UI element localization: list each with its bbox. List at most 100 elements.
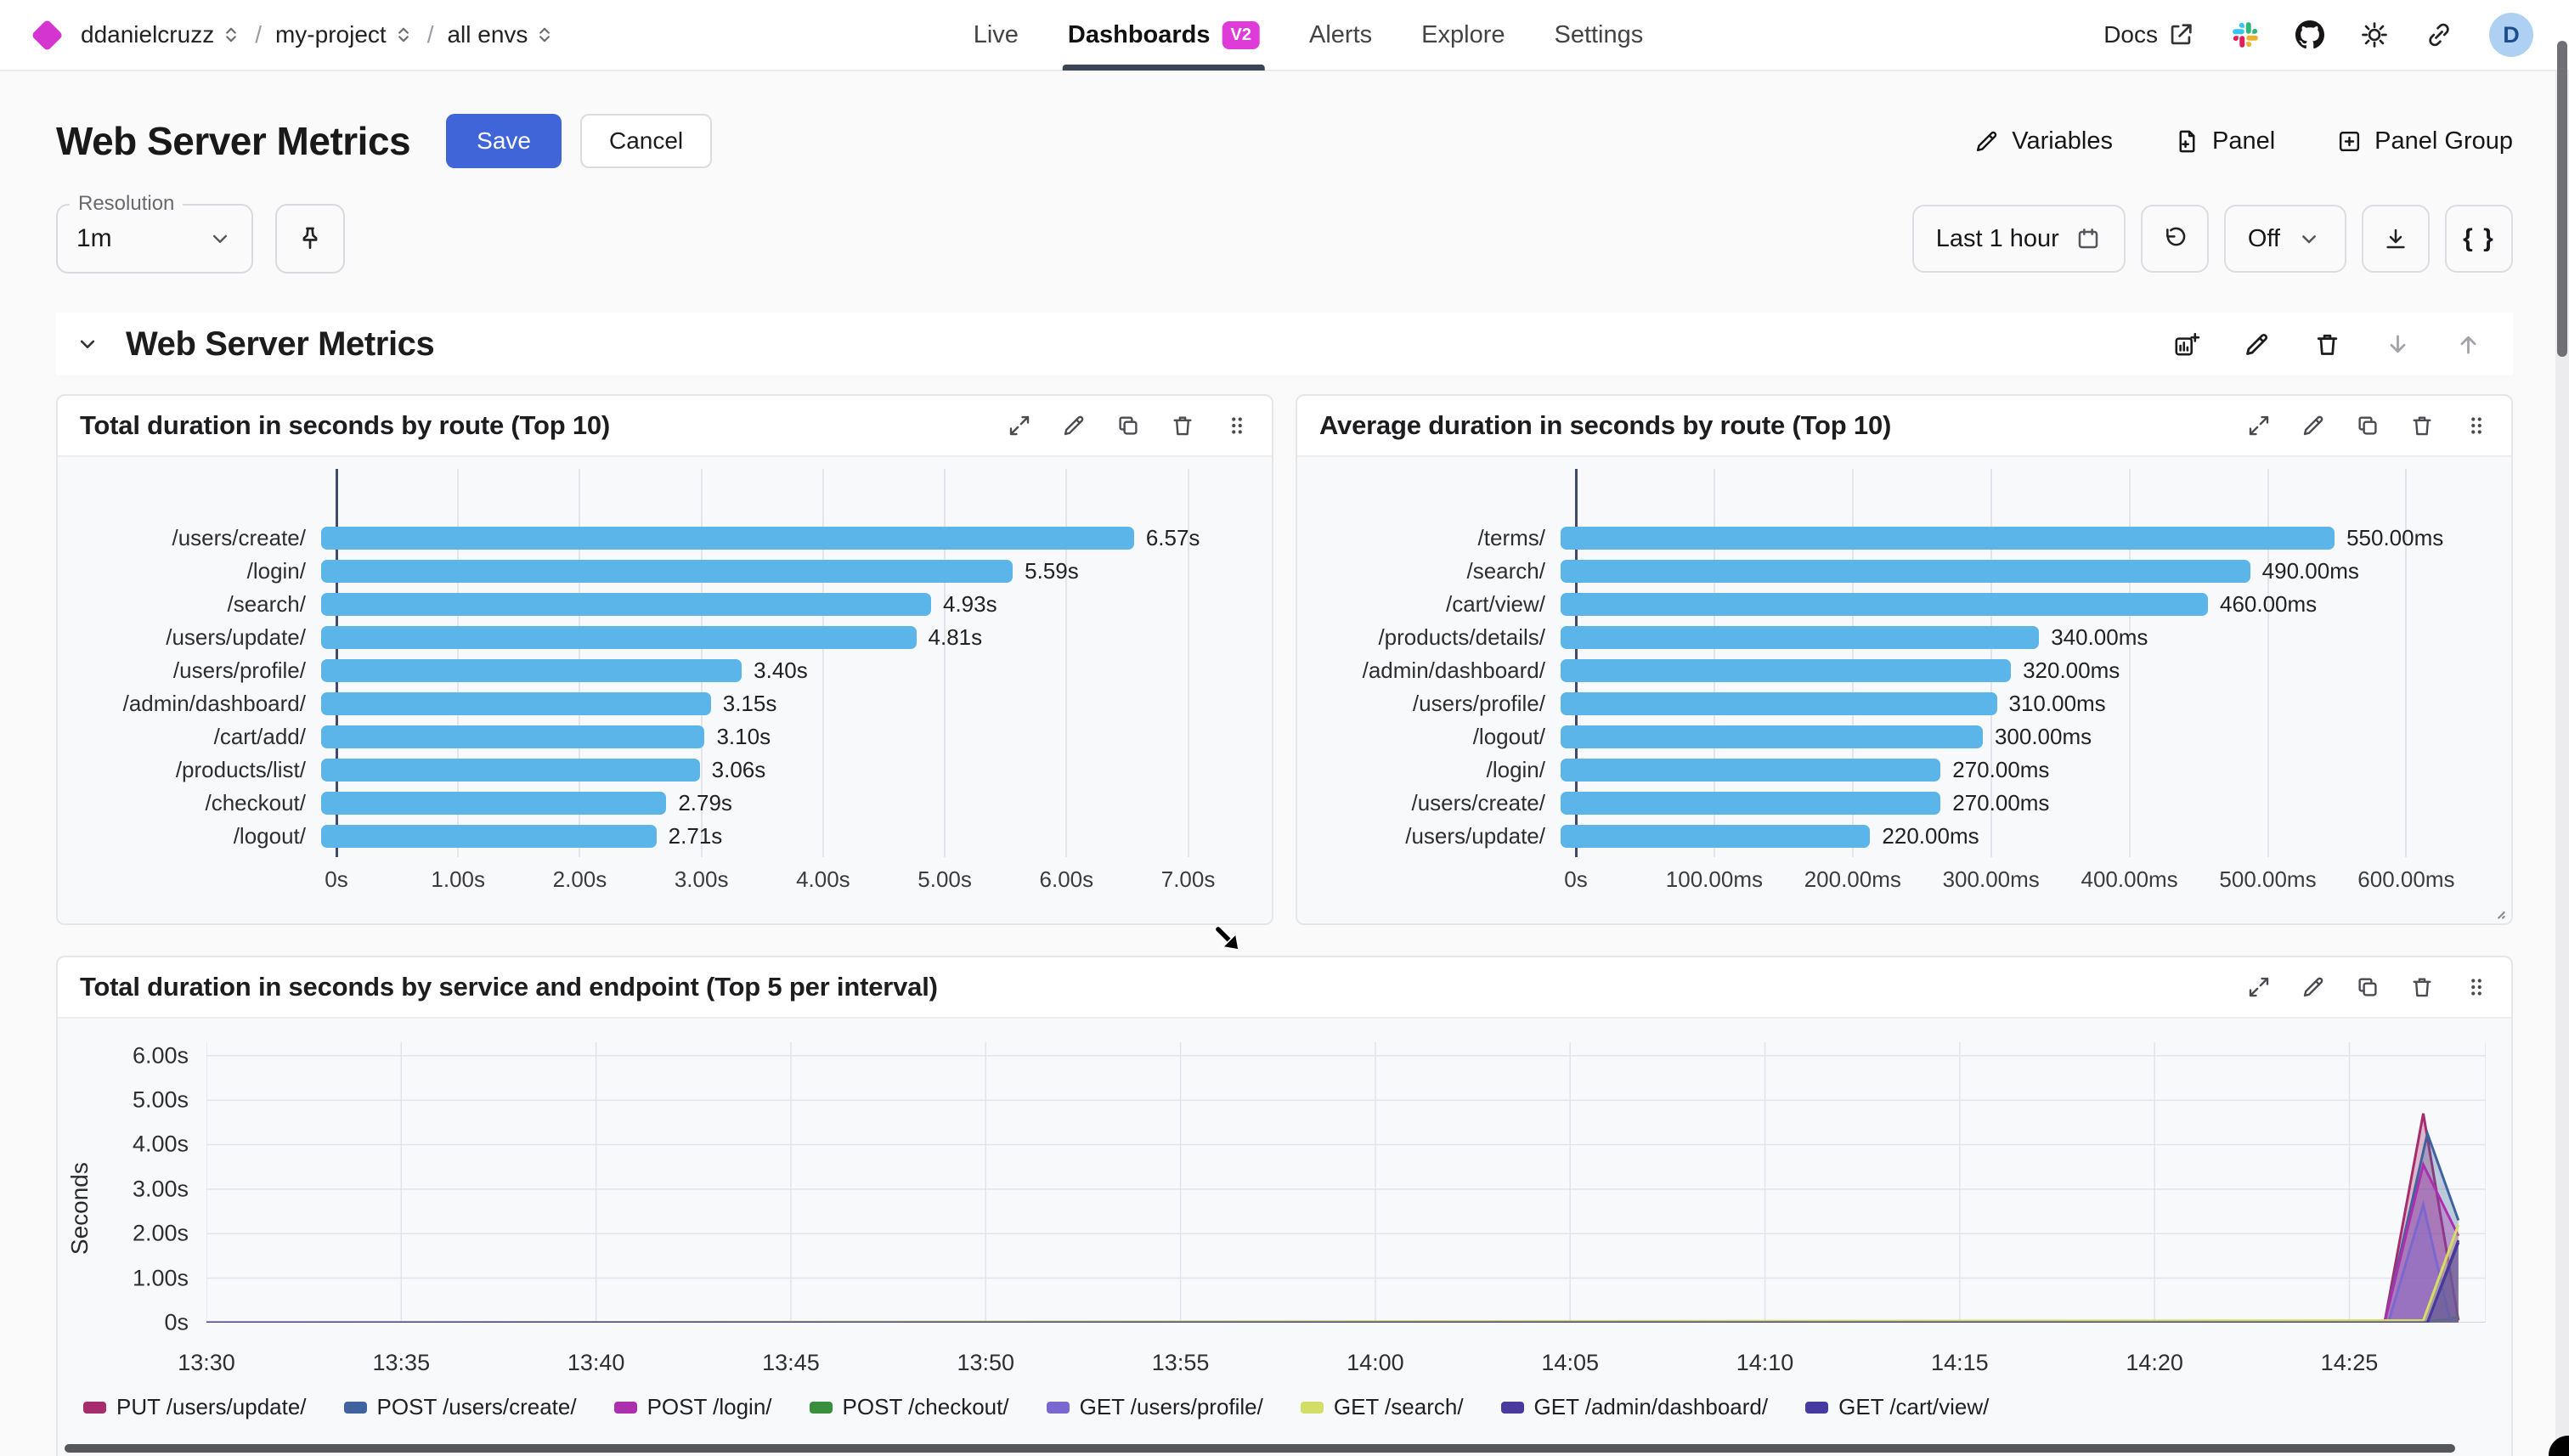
add-panel-group-button[interactable]: Panel Group — [2336, 127, 2513, 155]
time-range-button[interactable]: Last 1 hour — [1911, 205, 2126, 273]
bar-row[interactable]: /cart/add/3.10s — [58, 720, 1272, 753]
expand-icon[interactable] — [2246, 413, 2272, 438]
resolution-select[interactable]: Resolution 1m — [56, 192, 253, 274]
bar-row[interactable]: /search/490.00ms — [1297, 555, 2511, 588]
bar-row[interactable]: /login/5.59s — [58, 555, 1272, 588]
move-down-icon[interactable] — [2384, 330, 2412, 358]
github-icon[interactable] — [2295, 20, 2324, 49]
bar-row[interactable]: /terms/550.00ms — [1297, 522, 2511, 555]
copy-icon[interactable] — [2355, 413, 2380, 438]
collapse-chevron-icon[interactable] — [75, 331, 100, 357]
drag-handle-icon[interactable] — [2464, 413, 2489, 438]
variables-button[interactable]: Variables — [1973, 127, 2113, 155]
series-area[interactable] — [206, 1240, 2459, 1323]
series-line[interactable] — [206, 1205, 2459, 1323]
cancel-button[interactable]: Cancel — [579, 114, 713, 168]
delete-icon[interactable] — [2313, 330, 2341, 358]
app-logo-diamond[interactable] — [31, 18, 64, 52]
sun-icon[interactable] — [2360, 20, 2389, 49]
legend-item[interactable]: GET /admin/dashboard/ — [1500, 1394, 1768, 1420]
vertical-scrollbar-thumb[interactable] — [2557, 41, 2567, 357]
bar[interactable] — [1561, 593, 2208, 616]
bar[interactable] — [321, 560, 1013, 583]
breadcrumb-env[interactable]: all envs — [447, 21, 555, 48]
bar[interactable] — [321, 725, 705, 748]
add-panel-icon[interactable] — [2172, 330, 2200, 358]
bar[interactable] — [1561, 792, 1941, 815]
tab-explore[interactable]: Explore — [1421, 20, 1505, 48]
slack-icon[interactable] — [2231, 20, 2260, 49]
copy-icon[interactable] — [2355, 974, 2380, 1000]
link-icon[interactable] — [2425, 20, 2453, 49]
vertical-scrollbar-track[interactable] — [2555, 71, 2569, 1456]
bar[interactable] — [1561, 725, 1983, 748]
bar[interactable] — [321, 792, 667, 815]
bar[interactable] — [1561, 626, 2040, 649]
bar-row[interactable]: /users/create/6.57s — [58, 522, 1272, 555]
edit-icon[interactable] — [2301, 974, 2326, 1000]
delete-icon[interactable] — [2409, 974, 2435, 1000]
delete-icon[interactable] — [2409, 413, 2435, 438]
bar-row[interactable]: /users/update/220.00ms — [1297, 820, 2511, 853]
bar-row[interactable]: /search/4.93s — [58, 588, 1272, 621]
legend-item[interactable]: GET /users/profile/ — [1046, 1394, 1263, 1420]
expand-icon[interactable] — [1007, 413, 1032, 438]
bar-row[interactable]: /checkout/2.79s — [58, 787, 1272, 820]
bar-row[interactable]: /logout/2.71s — [58, 820, 1272, 853]
series-area[interactable] — [206, 1205, 2459, 1323]
copy-icon[interactable] — [1115, 413, 1141, 438]
tab-settings[interactable]: Settings — [1554, 20, 1644, 48]
bar-row[interactable]: /login/270.00ms — [1297, 753, 2511, 787]
pin-button[interactable] — [275, 204, 345, 274]
resize-handle-icon[interactable] — [2486, 900, 2508, 922]
refresh-button[interactable] — [2140, 205, 2209, 273]
series-line[interactable] — [206, 1114, 2459, 1323]
docs-link[interactable]: Docs — [2103, 20, 2195, 49]
bar[interactable] — [321, 527, 1134, 550]
bar[interactable] — [321, 626, 917, 649]
legend-item[interactable]: GET /search/ — [1300, 1394, 1464, 1420]
series-line[interactable] — [206, 1133, 2459, 1323]
bar-row[interactable]: /users/create/270.00ms — [1297, 787, 2511, 820]
series-line[interactable] — [206, 1240, 2459, 1323]
series-line[interactable] — [206, 1243, 2459, 1323]
series-area[interactable] — [206, 1165, 2459, 1323]
add-panel-button[interactable]: Panel — [2174, 127, 2275, 155]
edit-icon[interactable] — [1061, 413, 1087, 438]
legend-item[interactable]: POST /login/ — [613, 1394, 772, 1420]
breadcrumb-org[interactable]: ddanielcruzz — [81, 21, 241, 48]
bar[interactable] — [321, 759, 700, 782]
drag-handle-icon[interactable] — [1224, 413, 1250, 438]
bar[interactable] — [321, 825, 657, 848]
bar[interactable] — [1561, 825, 1871, 848]
save-button[interactable]: Save — [446, 114, 562, 168]
series-line[interactable] — [206, 1225, 2459, 1323]
expand-icon[interactable] — [2246, 974, 2272, 1000]
bar[interactable] — [321, 692, 711, 715]
edit-icon[interactable] — [2301, 413, 2326, 438]
move-up-icon[interactable] — [2454, 330, 2482, 358]
edit-icon[interactable] — [2243, 330, 2271, 358]
bar-row[interactable]: /products/list/3.06s — [58, 753, 1272, 787]
bar-row[interactable]: /users/profile/310.00ms — [1297, 687, 2511, 720]
bar-row[interactable]: /admin/dashboard/3.15s — [58, 687, 1272, 720]
delete-icon[interactable] — [1170, 413, 1195, 438]
bar-row[interactable]: /cart/view/460.00ms — [1297, 588, 2511, 621]
bar[interactable] — [1561, 560, 2250, 583]
bar[interactable] — [1561, 759, 1941, 782]
bar[interactable] — [1561, 692, 1997, 715]
plot-area[interactable] — [206, 1042, 2486, 1323]
legend-item[interactable]: GET /cart/view/ — [1805, 1394, 1989, 1420]
tab-dashboards[interactable]: Dashboards V2 — [1062, 0, 1266, 71]
auto-refresh-select[interactable]: Off — [2223, 205, 2346, 273]
legend-item[interactable]: PUT /users/update/ — [83, 1394, 307, 1420]
legend-item[interactable]: POST /users/create/ — [343, 1394, 577, 1420]
breadcrumb-project[interactable]: my-project — [275, 21, 414, 48]
tab-alerts[interactable]: Alerts — [1309, 20, 1373, 48]
avatar[interactable]: D — [2489, 13, 2533, 57]
horizontal-scrollbar-thumb[interactable] — [65, 1444, 2455, 1453]
bar-row[interactable]: /logout/300.00ms — [1297, 720, 2511, 753]
bar[interactable] — [1561, 659, 2012, 682]
legend-item[interactable]: POST /checkout/ — [809, 1394, 1009, 1420]
bar[interactable] — [321, 659, 742, 682]
